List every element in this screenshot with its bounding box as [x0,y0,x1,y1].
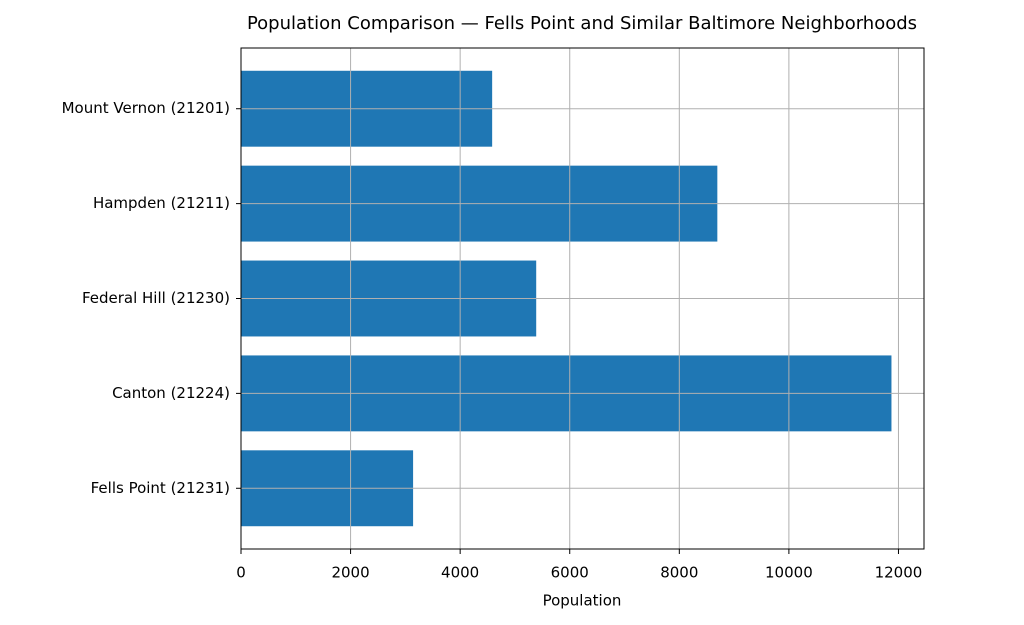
x-tick-label: 6000 [551,564,589,582]
x-tick-label: 2000 [331,564,369,582]
chart-title: Population Comparison — Fells Point and … [247,13,917,34]
y-tick-label: Federal Hill (21230) [82,289,230,307]
x-tick-label: 10000 [765,564,813,582]
x-tick-label: 8000 [660,564,698,582]
y-tick-label: Hampden (21211) [93,194,230,212]
y-tick-label: Canton (21224) [112,384,230,402]
x-tick-label: 4000 [441,564,479,582]
y-tick-label: Fells Point (21231) [91,479,230,497]
x-tick-label: 12000 [875,564,923,582]
x-axis-label: Population [543,592,622,610]
plot-frame [240,47,925,550]
x-tick-label: 0 [236,564,246,582]
y-tick-label: Mount Vernon (21201) [62,99,230,117]
